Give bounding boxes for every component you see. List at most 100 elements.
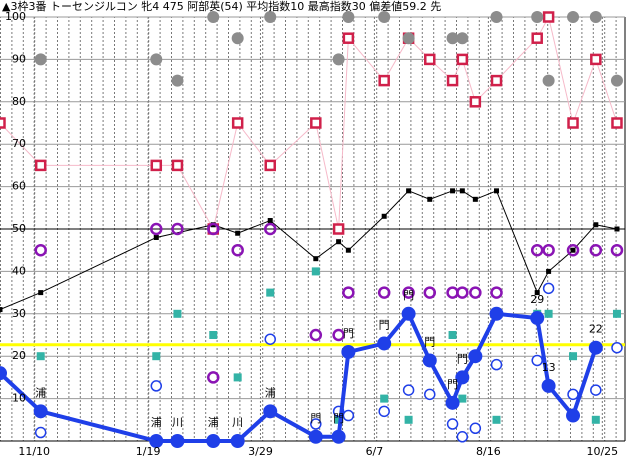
marker [378, 74, 390, 87]
y-tick-label: 10 [12, 392, 26, 405]
point-annotation: 門 [333, 412, 344, 425]
marker [422, 353, 437, 368]
point-annotation: 門 [403, 289, 414, 302]
marker [456, 286, 469, 299]
marker [566, 408, 581, 423]
marker [542, 11, 555, 23]
marker [567, 388, 579, 401]
marker [170, 434, 185, 448]
marker [150, 222, 163, 236]
marker [468, 349, 483, 364]
marker [266, 288, 275, 297]
marker [342, 32, 355, 44]
point-annotation: 門 [343, 327, 354, 340]
y-tick-label: 40 [12, 264, 26, 277]
marker [171, 74, 184, 87]
marker [469, 96, 482, 108]
marker [531, 11, 544, 23]
marker [567, 117, 579, 129]
marker [313, 256, 319, 262]
marker [567, 11, 580, 23]
point-annotation: 門 [457, 352, 468, 365]
marker [342, 409, 355, 422]
marker [570, 247, 576, 253]
marker [534, 290, 540, 296]
marker [542, 74, 555, 87]
marker [546, 268, 552, 274]
chart-title: ▲3枠3番 トーセンジルコン 牝4 475 阿部英(54) 平均指数10 最高指… [2, 0, 441, 13]
marker [423, 286, 437, 299]
marker [492, 415, 501, 424]
marker [235, 230, 241, 236]
marker [530, 243, 544, 257]
marker [459, 188, 465, 194]
marker [424, 388, 436, 401]
marker [591, 415, 600, 424]
marker [610, 74, 623, 87]
marker [404, 415, 413, 424]
marker [472, 196, 478, 202]
marker [406, 188, 412, 194]
marker [36, 352, 45, 361]
y-tick-label: 70 [12, 137, 26, 150]
marker [590, 384, 602, 396]
marker [231, 117, 244, 129]
marker [267, 218, 273, 224]
x-tick-label: 1/19 [136, 445, 161, 458]
marker [589, 11, 602, 23]
point-annotation: 川 [232, 416, 243, 429]
marker [336, 239, 342, 245]
x-tick-label: 6/7 [366, 445, 384, 458]
marker [264, 11, 277, 23]
marker [445, 395, 460, 410]
y-tick-label: 30 [12, 307, 26, 320]
marker [544, 309, 553, 318]
y-tick-label: 90 [12, 52, 26, 65]
marker [311, 267, 320, 276]
point-annotation: 門 [379, 318, 390, 331]
marker [610, 243, 624, 257]
marker [233, 373, 242, 382]
marker [331, 429, 346, 444]
marker [230, 434, 245, 448]
marker [531, 354, 543, 367]
y-tick-label: 20 [12, 349, 26, 362]
marker [611, 341, 623, 354]
marker [310, 117, 322, 129]
marker [206, 434, 221, 448]
marker [38, 290, 44, 296]
marker [542, 243, 555, 257]
marker [458, 394, 467, 403]
marker [309, 328, 323, 342]
marker [34, 426, 47, 439]
marker [446, 74, 459, 87]
marker [34, 53, 47, 66]
y-tick-label: 80 [12, 95, 26, 108]
marker [614, 226, 620, 232]
marker [590, 53, 602, 66]
point-annotation: 浦 [35, 386, 46, 399]
plot: 浦浦川浦川浦門 門門門門門門門291322 [0, 11, 626, 448]
marker [171, 159, 184, 172]
marker [455, 370, 470, 385]
marker [207, 11, 220, 23]
marker [231, 32, 244, 45]
point-annotation: 22 [589, 323, 603, 336]
marker [402, 32, 415, 45]
marker [450, 188, 456, 194]
marker [589, 243, 603, 257]
marker [377, 336, 392, 351]
point-annotation: 門 [447, 378, 458, 391]
marker [446, 418, 459, 430]
marker [531, 32, 543, 44]
marker [152, 352, 161, 361]
marker [402, 384, 415, 396]
marker [332, 53, 345, 66]
marker [611, 117, 623, 129]
marker [569, 352, 578, 361]
marker [593, 222, 599, 228]
marker [33, 404, 48, 419]
marker [310, 418, 322, 430]
marker [0, 117, 6, 129]
marker [494, 188, 500, 194]
